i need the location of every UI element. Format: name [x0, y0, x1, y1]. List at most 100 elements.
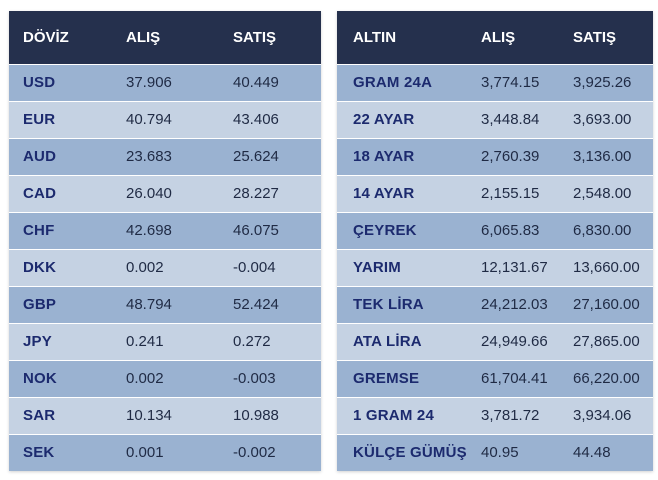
gold-cell-name: 14 AYAR	[353, 185, 415, 202]
currency-rates-panel: DÖVİZ ALIŞ SATIŞ USD 37.906 40.449 EUR 40.79…	[9, 11, 321, 471]
currency-header-name: DÖVİZ	[23, 28, 69, 46]
currency-table-row: CHF 42.698 46.075	[9, 212, 321, 249]
currency-table-row: JPY 0.241 0.272	[9, 323, 321, 360]
gold-cell-name: 22 AYAR	[353, 111, 415, 128]
currency-cell-buy: 42.698	[126, 222, 172, 239]
gold-cell-sell: 27,865.00	[573, 333, 640, 350]
gold-cell-sell: 2,548.00	[573, 185, 632, 202]
gold-table-row: YARIM 12,131.67 13,660.00	[337, 249, 653, 286]
currency-table-row: EUR 40.794 43.406	[9, 101, 321, 138]
currency-cell-sell: 25.624	[233, 148, 279, 165]
gold-cell-name: TEK LİRA	[353, 296, 424, 313]
currency-cell-name: NOK	[23, 370, 57, 387]
gold-cell-sell: 44.48	[573, 444, 611, 462]
currency-cell-name: SEK	[23, 444, 55, 462]
currency-cell-name: SAR	[23, 407, 56, 424]
gold-cell-sell: 3,693.00	[573, 111, 632, 128]
currency-cell-sell: 43.406	[233, 111, 279, 128]
currency-cell-name: DKK	[23, 259, 57, 276]
currency-cell-buy: 26.040	[126, 185, 172, 202]
gold-cell-buy: 12,131.67	[481, 259, 548, 276]
currency-cell-name: CHF	[23, 222, 55, 239]
currency-table-row: GBP 48.794 52.424	[9, 286, 321, 323]
gold-cell-sell: 66,220.00	[573, 370, 640, 387]
gold-table-row: 1 GRAM 24 3,781.72 3,934.06	[337, 397, 653, 434]
gold-header-name: ALTIN	[353, 28, 397, 46]
gold-cell-name: ÇEYREK	[353, 222, 417, 239]
currency-table-body: USD 37.906 40.449 EUR 40.794 43.406 AUD 23.683 2…	[9, 64, 321, 471]
gold-cell-name: 1 GRAM 24	[353, 407, 434, 424]
gold-cell-name: GRAM 24A	[353, 74, 433, 91]
currency-table-row: SEK 0.001 -0.002	[9, 434, 321, 471]
currency-cell-buy: 10.134	[126, 407, 172, 424]
gold-cell-sell: 27,160.00	[573, 296, 640, 313]
currency-table-row: AUD 23.683 25.624	[9, 138, 321, 175]
gold-cell-sell: 3,136.00	[573, 148, 632, 165]
gold-table-header: ALTIN ALIŞ SATIŞ	[337, 11, 653, 64]
gold-cell-buy: 3,448.84	[481, 111, 540, 128]
currency-rates-table: DÖVİZ ALIŞ SATIŞ USD 37.906 40.449 EUR 40.79…	[9, 11, 321, 471]
currency-table-header: DÖVİZ ALIŞ SATIŞ	[9, 11, 321, 64]
currency-cell-sell: 10.988	[233, 407, 279, 424]
gold-cell-sell: 13,660.00	[573, 259, 640, 276]
currency-cell-sell: 40.449	[233, 74, 279, 91]
gold-table-row: TEK LİRA 24,212.03 27,160.00	[337, 286, 653, 323]
gold-cell-buy: 2,155.15	[481, 185, 540, 202]
gold-table-row: 14 AYAR 2,155.15 2,548.00	[337, 175, 653, 212]
currency-cell-buy: 0.001	[126, 444, 164, 462]
gold-cell-name: YARIM	[353, 259, 401, 276]
gold-table-row: ATA LİRA 24,949.66 27,865.00	[337, 323, 653, 360]
gold-cell-buy: 24,212.03	[481, 296, 548, 313]
gold-cell-buy: 24,949.66	[481, 333, 548, 350]
currency-cell-sell: 0.272	[233, 333, 271, 350]
currency-cell-name: GBP	[23, 296, 57, 313]
gold-table-row: 18 AYAR 2,760.39 3,136.00	[337, 138, 653, 175]
gold-cell-name: GREMSE	[353, 370, 420, 387]
currency-cell-name: JPY	[23, 333, 52, 350]
currency-table-row: SAR 10.134 10.988	[9, 397, 321, 434]
gold-table-body: GRAM 24A 3,774.15 3,925.26 22 AYAR 3,448.84 3…	[337, 64, 653, 471]
gold-header-sell: SATIŞ	[573, 28, 617, 46]
gold-rates-panel: ALTIN ALIŞ SATIŞ GRAM 24A 3,774.15 3,925.2…	[337, 11, 653, 471]
currency-cell-sell: 28.227	[233, 185, 279, 202]
gold-cell-buy: 2,760.39	[481, 148, 540, 165]
currency-cell-sell: -0.002	[233, 444, 276, 462]
gold-table-row: GRAM 24A 3,774.15 3,925.26	[337, 64, 653, 101]
gold-cell-buy: 61,704.41	[481, 370, 548, 387]
gold-table-row: 22 AYAR 3,448.84 3,693.00	[337, 101, 653, 138]
currency-cell-name: AUD	[23, 148, 57, 165]
gold-cell-buy: 40.95	[481, 444, 519, 462]
currency-cell-buy: 48.794	[126, 296, 172, 313]
gold-cell-buy: 3,774.15	[481, 74, 540, 91]
gold-table-row: KÜLÇE GÜMÜŞ 40.95 44.48	[337, 434, 653, 471]
currency-cell-name: EUR	[23, 111, 56, 128]
currency-cell-name: USD	[23, 74, 56, 91]
currency-table-row: DKK 0.002 -0.004	[9, 249, 321, 286]
currency-cell-buy: 40.794	[126, 111, 172, 128]
currency-table-row: NOK 0.002 -0.003	[9, 360, 321, 397]
gold-cell-name: ATA LİRA	[353, 333, 422, 350]
currency-cell-buy: 37.906	[126, 74, 172, 91]
gold-cell-buy: 6,065.83	[481, 222, 540, 239]
currency-table-row: CAD 26.040 28.227	[9, 175, 321, 212]
gold-cell-sell: 6,830.00	[573, 222, 632, 239]
gold-cell-name: 18 AYAR	[353, 148, 415, 165]
gold-cell-sell: 3,934.06	[573, 407, 632, 424]
currency-cell-name: CAD	[23, 185, 57, 202]
gold-cell-sell: 3,925.26	[573, 74, 632, 91]
currency-cell-buy: 0.241	[126, 333, 164, 350]
currency-cell-buy: 0.002	[126, 370, 164, 387]
currency-cell-buy: 0.002	[126, 259, 164, 276]
gold-table-row: ÇEYREK 6,065.83 6,830.00	[337, 212, 653, 249]
gold-rates-table: ALTIN ALIŞ SATIŞ GRAM 24A 3,774.15 3,925.2…	[337, 11, 653, 471]
currency-table-row: USD 37.906 40.449	[9, 64, 321, 101]
currency-cell-sell: 46.075	[233, 222, 279, 239]
currency-header-buy: ALIŞ	[126, 28, 161, 46]
gold-table-row: GREMSE 61,704.41 66,220.00	[337, 360, 653, 397]
currency-cell-buy: 23.683	[126, 148, 172, 165]
currency-cell-sell: -0.004	[233, 259, 276, 276]
gold-cell-buy: 3,781.72	[481, 407, 540, 424]
gold-header-buy: ALIŞ	[481, 28, 516, 46]
currency-cell-sell: -0.003	[233, 370, 276, 387]
currency-cell-sell: 52.424	[233, 296, 279, 313]
